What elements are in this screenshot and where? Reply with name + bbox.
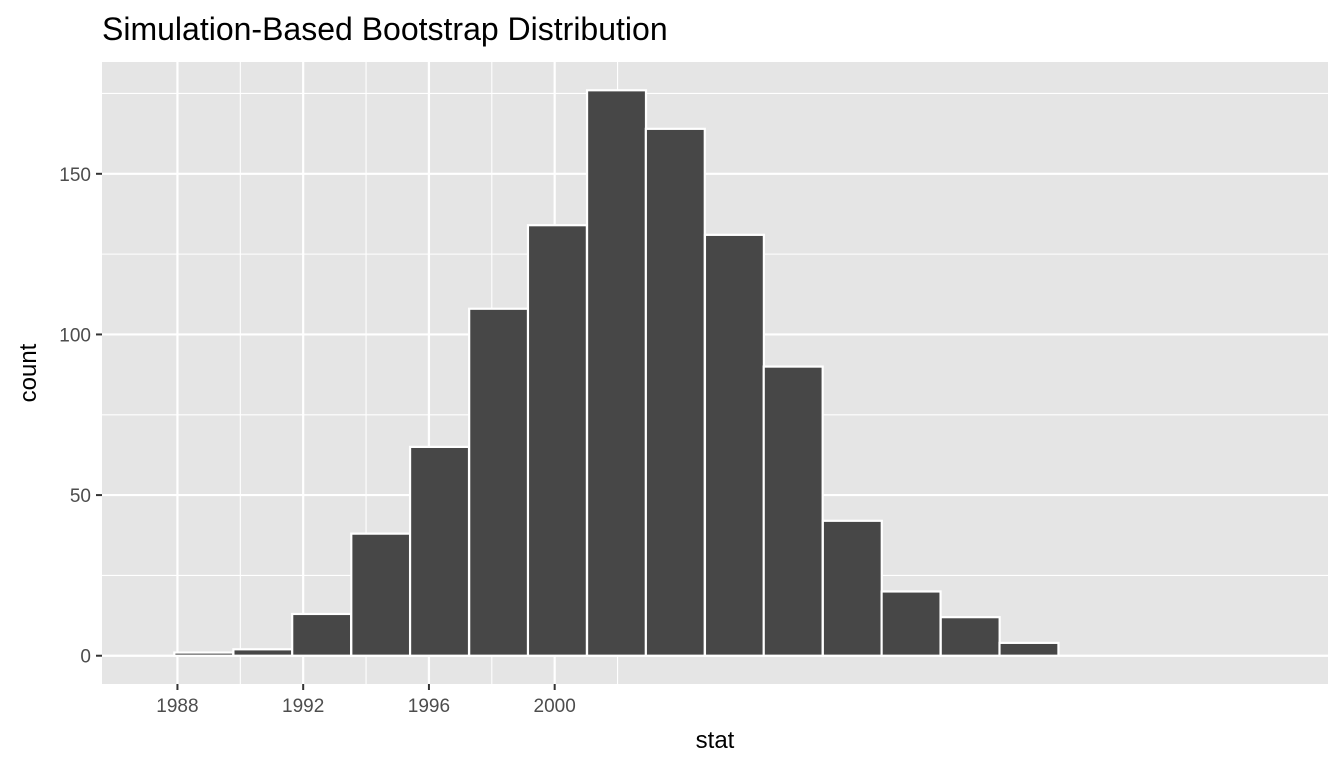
histogram-bar-2 [232, 648, 294, 657]
histogram-bar-14 [939, 616, 1001, 657]
y-tick-label: 100 [59, 325, 91, 346]
histogram-bar-7 [526, 224, 588, 657]
histogram-bar-12 [821, 519, 883, 657]
x-tick-label: 1988 [156, 696, 198, 717]
histogram-bar-13 [880, 590, 942, 657]
histogram-bar-6 [468, 307, 530, 657]
y-tick-label: 50 [70, 486, 91, 507]
histogram-bar-1 [173, 651, 235, 657]
chart-title: Simulation-Based Bootstrap Distribution [102, 11, 668, 47]
histogram-bar-3 [291, 612, 353, 657]
axis-ticks: 1988 1992 1996 2000 0 50 100 150 [59, 165, 576, 717]
y-tick-label: 0 [80, 647, 91, 668]
x-tick-label: 2000 [534, 696, 576, 717]
y-tick-label: 150 [59, 165, 91, 186]
x-axis-title: stat [696, 727, 735, 754]
histogram-bars [173, 89, 1060, 657]
histogram-bar-11 [762, 365, 824, 657]
histogram-bar-15 [998, 641, 1060, 657]
x-tick-label: 1996 [408, 696, 450, 717]
y-axis-title: count [15, 343, 42, 402]
histogram-bar-8 [585, 89, 648, 657]
histogram-bar-9 [644, 127, 706, 657]
histogram-bar-4 [350, 532, 412, 657]
histogram-bar-5 [408, 445, 471, 657]
histogram-bar-10 [703, 233, 765, 657]
x-tick-label: 1992 [282, 696, 324, 717]
